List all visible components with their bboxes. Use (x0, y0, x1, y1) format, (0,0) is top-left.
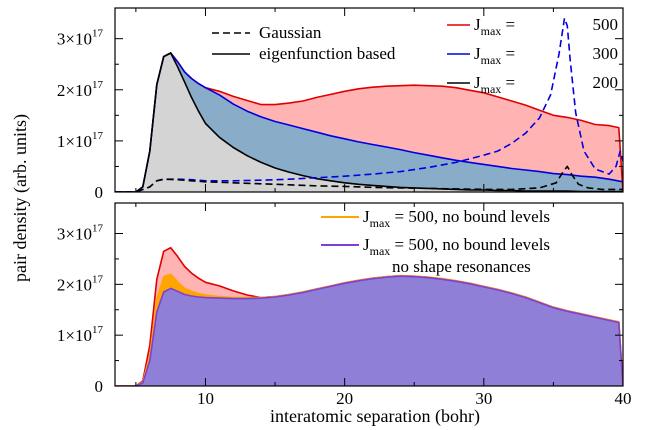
series-line-2 (115, 275, 623, 386)
y-tick-label: 1×1017 (57, 130, 104, 151)
legend-label: Jmax = (474, 44, 515, 67)
series-line-2 (115, 52, 623, 192)
y-tick-label: 0 (95, 183, 104, 202)
legend-label: Jmax = (474, 15, 515, 38)
x-tick-label: 30 (475, 389, 492, 408)
series-fill-2 (115, 276, 623, 386)
y-tick-label: 0 (95, 377, 104, 396)
y-tick-label: 3×1017 (57, 28, 104, 49)
series-fill-2 (115, 53, 623, 192)
plot-frame (114, 202, 624, 387)
series-line-4 (115, 165, 623, 192)
y-tick-label: 3×1017 (57, 223, 104, 244)
y-axis-label: pair density (arb. units) (10, 114, 31, 282)
legend-value: 200 (593, 73, 619, 92)
legend-label: Jmax = 500, no bound levels (363, 235, 550, 258)
top-panel: 0 1×1017 2×1017 3×1017 Gaussian eigenfunction… (57, 7, 624, 202)
plot-area (115, 246, 623, 386)
x-axis-label: interatomic separation (bohr) (270, 406, 480, 427)
y-tick-label: 2×1017 (57, 273, 104, 294)
x-tick-label: 10 (197, 389, 214, 408)
plot-frame (114, 7, 624, 193)
legend-label: eigenfunction based (259, 44, 396, 63)
y-tick-label: 2×1017 (57, 79, 104, 100)
legend-value: 500 (593, 15, 619, 34)
legend-label: Jmax = 500, no bound levels (363, 207, 550, 230)
plot-area (115, 17, 623, 192)
series-line-1 (115, 52, 623, 192)
legend-label-line2: no shape resonances (392, 257, 531, 276)
x-tick-label: 40 (615, 389, 632, 408)
y-tick-label: 1×1017 (57, 324, 104, 345)
x-tick-label: 20 (336, 389, 353, 408)
legend-label: Gaussian (259, 23, 322, 42)
bottom-panel: 10 20 30 40 0 1×1017 2×1017 3×1017 Jmax = 500, n… (57, 202, 632, 408)
legend-label: Jmax = (474, 73, 515, 96)
legend-value: 300 (593, 44, 619, 63)
